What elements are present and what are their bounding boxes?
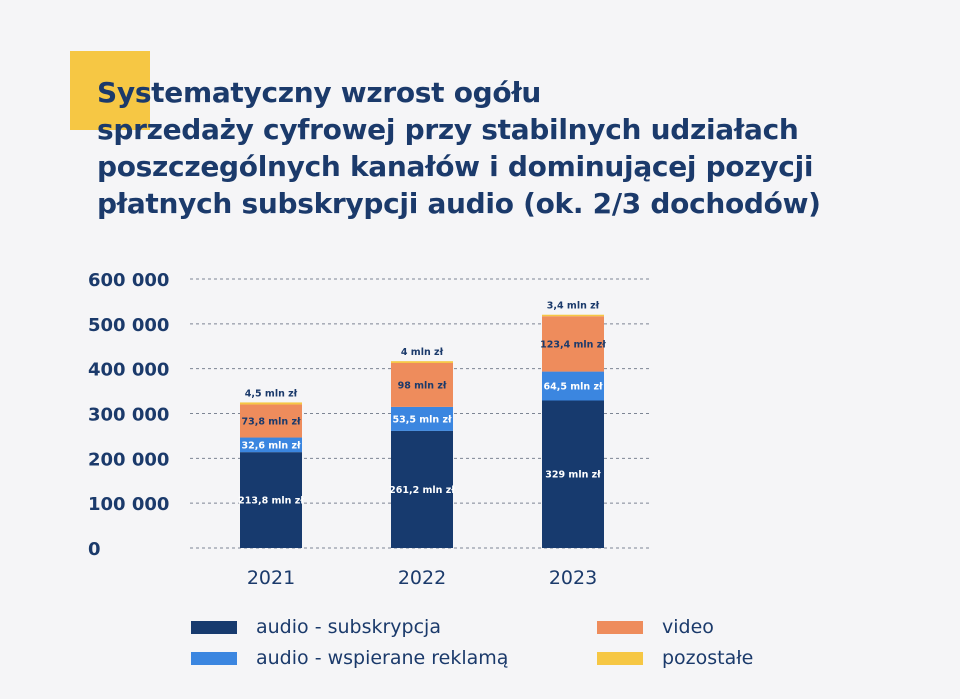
data-label: 98 mln zł [398, 380, 447, 391]
bar-segment [542, 314, 604, 317]
data-label: 32,6 mln zł [241, 440, 301, 451]
x-tick-label: 2023 [549, 567, 597, 589]
bar-segment [240, 402, 302, 405]
data-label: 329 mln zł [545, 470, 601, 481]
bar-segment [240, 452, 302, 548]
data-label: 213,8 mln zł [238, 496, 304, 507]
title-accent-square [70, 51, 150, 130]
y-tick-label: 100 000 [88, 494, 169, 515]
y-tick-label: 0 [88, 539, 101, 560]
x-tick-label: 2021 [247, 567, 295, 589]
bar-segment [391, 406, 453, 431]
bar-segment [391, 430, 453, 548]
data-label: 261,2 mln zł [389, 485, 455, 496]
bar-segment [542, 316, 604, 372]
data-label: 73,8 mln zł [241, 416, 301, 427]
y-tick-label: 300 000 [88, 405, 169, 426]
data-label: 4,5 mln zł [245, 388, 298, 399]
title-line-1: Systematyczny wzrost ogółu [97, 76, 542, 109]
bar-segment [542, 371, 604, 401]
bar-segment [542, 400, 604, 548]
data-label: 3,4 mln zł [547, 301, 600, 312]
y-tick-label: 500 000 [88, 315, 169, 336]
bar-segment [240, 404, 302, 438]
bar-segment [391, 362, 453, 407]
x-tick-label: 2022 [398, 567, 446, 589]
chart-title: Systematyczny wzrost ogółu sprzedaży cyf… [97, 74, 937, 222]
data-label: 123,4 mln zł [540, 339, 606, 350]
bar-segment [391, 361, 453, 363]
data-label: 53,5 mln zł [392, 414, 452, 425]
title-line-2: sprzedaży cyfrowej przy stabilnych udzia… [97, 113, 799, 146]
title-line-3: poszczególnych kanałów i dominującej poz… [97, 150, 814, 183]
data-label: 4 mln zł [401, 347, 444, 358]
y-tick-label: 400 000 [88, 360, 169, 381]
y-tick-label: 600 000 [88, 270, 169, 291]
bar-segment [240, 437, 302, 453]
y-tick-label: 200 000 [88, 449, 169, 470]
data-label: 64,5 mln zł [543, 382, 603, 393]
title-line-4: płatnych subskrypcji audio (ok. 2/3 doch… [97, 187, 821, 220]
